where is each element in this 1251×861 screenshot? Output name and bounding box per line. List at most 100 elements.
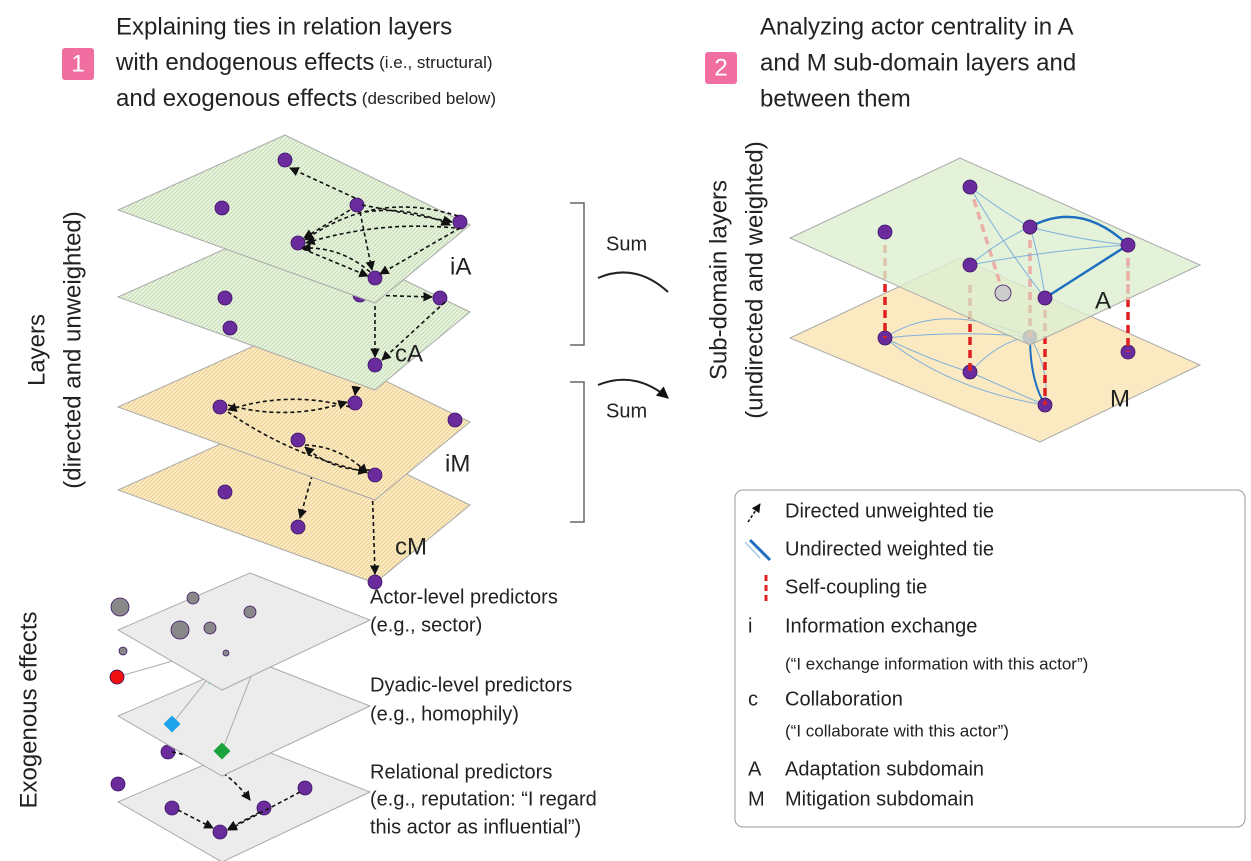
title-line: between them [760, 85, 911, 112]
actor-node [1120, 237, 1136, 253]
actor-node [367, 357, 383, 373]
sum-arrow [597, 271, 668, 398]
actor-node [110, 597, 130, 617]
weighted-tie [1029, 215, 1129, 300]
directed-tie [304, 446, 371, 471]
predictor-detail: (e.g., reputation: “I regard [370, 788, 597, 810]
title-line: and M sub-domain layers and [760, 49, 1076, 76]
directed-tie [171, 751, 251, 801]
layer-plane [116, 572, 372, 691]
actor-node [243, 605, 257, 619]
title-line: with endogenous effects (i.e., structura… [115, 49, 493, 76]
legend-key: c [748, 688, 758, 710]
directed-tie [302, 248, 369, 278]
actor-node [347, 395, 363, 411]
legend-entry: Mitigation subdomain [785, 788, 974, 810]
legend-entry: Collaboration [785, 688, 903, 710]
legend-entry: Information exchange [785, 615, 977, 637]
actor-node [367, 467, 383, 483]
layer-plane [788, 157, 1202, 346]
actor-node [110, 776, 126, 792]
title-note: (described below) [357, 89, 496, 108]
layer-label: iA [450, 253, 471, 280]
predictor-detail: (e.g., sector) [370, 614, 482, 636]
bracket [570, 202, 585, 523]
axis-label: (directed and unweighted) [59, 211, 86, 489]
directed-tie [227, 400, 348, 414]
actor-node [290, 519, 306, 535]
legend-note: (“I collaborate with this actor”) [785, 721, 1009, 740]
directed-tie [301, 242, 371, 273]
layer-label: iM [445, 450, 470, 477]
actor-node [256, 800, 272, 816]
weighted-tie [969, 186, 1129, 299]
dyadic-node [163, 715, 181, 733]
title-line: Explaining ties in relation layers [116, 13, 452, 40]
legend-key: A [748, 758, 762, 780]
legend-entry: Self-coupling tie [785, 576, 927, 598]
layer-plane [116, 331, 471, 501]
directed-tie [381, 301, 446, 361]
legend-note: (“I exchange information with this actor… [785, 654, 1088, 673]
actor-node [277, 152, 293, 168]
actor-node [217, 290, 233, 306]
badge [62, 48, 94, 80]
title-main: and exogenous effects [116, 85, 357, 112]
badge-label: 2 [714, 54, 727, 81]
actor-node [367, 270, 383, 286]
sum-label: Sum [606, 400, 647, 422]
layer-label: M [1110, 385, 1130, 412]
legend-box [734, 489, 1246, 828]
title-main: with endogenous effects [115, 49, 374, 76]
directed-tie [227, 811, 261, 830]
directed-tie [359, 211, 375, 271]
actor-node [212, 824, 228, 840]
actor-node [447, 412, 463, 428]
layer-label: cA [395, 340, 423, 367]
axis-label: Layers [23, 314, 50, 386]
badge-label: 1 [71, 50, 84, 77]
self-coupling-tie [968, 186, 1005, 294]
actor-node [994, 284, 1012, 302]
badge [705, 52, 737, 84]
actor-node [214, 200, 230, 216]
actor-node [222, 649, 230, 657]
actor-node [222, 320, 238, 336]
directed-tie [227, 791, 301, 831]
actor-node [432, 290, 448, 306]
dyadic-node [213, 742, 231, 760]
legend-icon [747, 503, 761, 523]
axis-label: Sub-domain layers [705, 180, 732, 380]
predictor-name: Dyadic-level predictors [370, 674, 572, 696]
directed-tie [297, 454, 319, 519]
actor-node [962, 257, 978, 273]
directed-tie [304, 206, 459, 241]
legend-entry: Undirected weighted tie [785, 538, 994, 560]
predictor-name: Relational predictors [370, 761, 552, 783]
sum-label: Sum [606, 233, 647, 255]
directed-tie [289, 167, 356, 199]
actor-node [877, 224, 893, 240]
axis-label: (undirected and weighted) [741, 141, 768, 419]
directed-tie [361, 204, 453, 226]
actor-node [452, 214, 468, 230]
actor-node [962, 179, 978, 195]
actor-node [170, 620, 190, 640]
title-line: and exogenous effects (described below) [116, 85, 496, 112]
directed-tie [227, 411, 368, 475]
directed-tie [304, 444, 368, 474]
exogenous-label: Exogenous effects [15, 611, 42, 808]
layer-label: cM [395, 533, 427, 560]
predictor-detail: (e.g., homophily) [370, 703, 519, 725]
legend-entry: Adaptation subdomain [785, 758, 984, 780]
directed-tie [227, 398, 351, 412]
title-line: Analyzing actor centrality in A [760, 13, 1074, 40]
actor-node [297, 780, 313, 796]
actor-node [164, 800, 180, 816]
legend-icon [748, 538, 772, 562]
legend-key: M [748, 788, 765, 810]
title-note: (i.e., structural) [374, 53, 492, 72]
directed-tie [177, 809, 214, 829]
predictor-name: Actor-level predictors [370, 586, 558, 608]
